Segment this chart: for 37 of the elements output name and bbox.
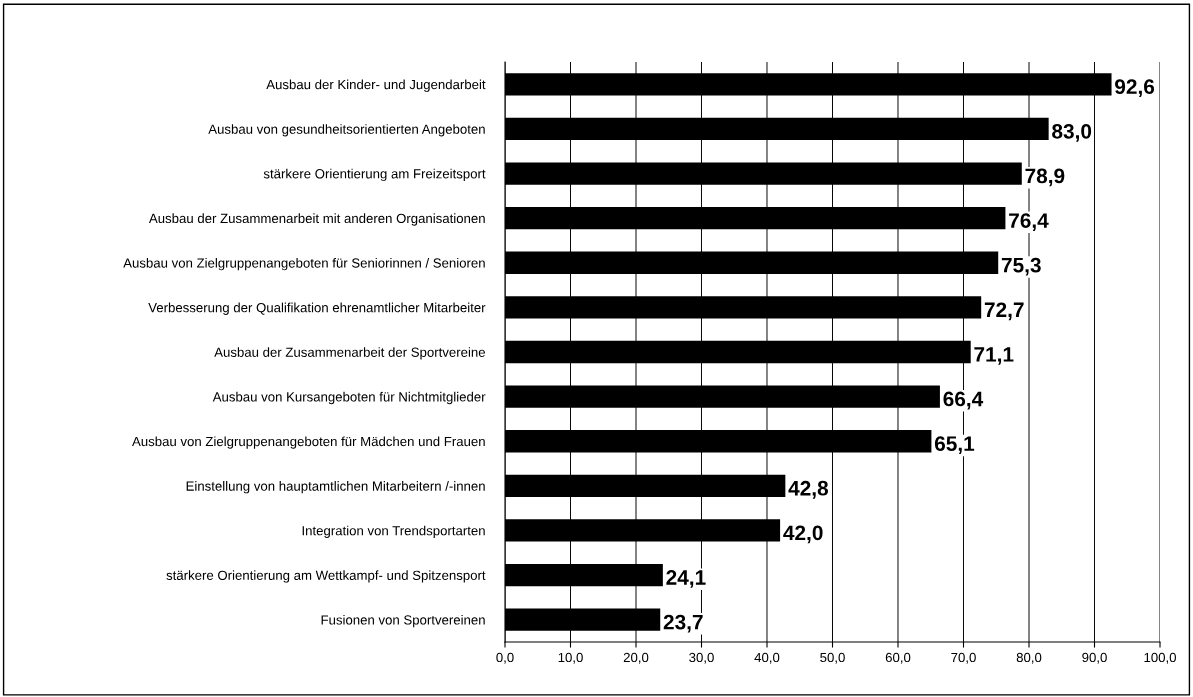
data-label: 76,4	[1009, 213, 1049, 231]
x-tick-label: 40,0	[754, 652, 780, 664]
y-tick-label: Ausbau von Kursangeboten für Nichtmitglieder	[212, 391, 486, 405]
data-label: 24,1	[666, 570, 706, 588]
x-tick-label: 20,0	[623, 652, 649, 664]
data-label: 71,1	[974, 347, 1014, 365]
data-label: 75,3	[1001, 257, 1041, 276]
x-tick-label: 80,0	[1016, 652, 1042, 664]
y-tick-label: Ausbau von Zielgruppenangeboten für Seniorinnen / Senioren	[123, 257, 485, 271]
x-tick-label: 10,0	[558, 652, 583, 664]
y-tick-label: stärkere Orientierung am Wettkampf- und Spitzensport	[166, 570, 486, 583]
x-tick-label: 70,0	[951, 652, 976, 664]
data-label: 92,6	[1115, 79, 1155, 98]
data-label: 42,8	[788, 480, 829, 499]
x-tick-label: 60,0	[885, 652, 911, 664]
data-label: 72,7	[984, 302, 1024, 321]
y-tick-label: stärkere Orientierung am Freizeitsport	[263, 168, 486, 182]
y-tick-label: Ausbau der Zusammenarbeit mit anderen Organisationen	[148, 213, 485, 226]
y-tick-label: Fusionen von Sportvereinen	[321, 614, 485, 628]
y-tick-label: Integration von Trendsportarten	[302, 525, 485, 538]
x-tick-label: 30,0	[689, 652, 714, 664]
data-label: 42,0	[783, 525, 823, 544]
x-tick-label: 90,0	[1082, 652, 1107, 664]
y-tick-label: Verbesserung der Qualifikation ehrenamtlicher Mitarbeiter	[148, 302, 486, 315]
data-label: 83,0	[1052, 123, 1092, 142]
data-label: 66,4	[943, 391, 984, 410]
x-tick-label: 50,0	[820, 652, 845, 664]
y-tick-label: Ausbau der Kinder- und Jugendarbeit	[266, 79, 486, 92]
y-tick-label: Ausbau der Zusammenarbeit der Sportvereine	[214, 347, 485, 360]
y-tick-label: Ausbau von Zielgruppenangeboten für Mädchen und Frauen	[132, 436, 485, 449]
x-tick-label: 0,0	[496, 652, 514, 664]
x-tick-label: 100,0	[1144, 652, 1176, 664]
data-label: 65,1	[934, 436, 975, 455]
y-tick-label: Ausbau von gesundheitsorientierten Angeboten	[208, 124, 485, 137]
data-label: 23,7	[663, 614, 703, 633]
data-label: 78,9	[1025, 168, 1065, 187]
y-tick-label: Einstellung von hauptamtlichen Mitarbeitern /-innen	[186, 481, 485, 494]
